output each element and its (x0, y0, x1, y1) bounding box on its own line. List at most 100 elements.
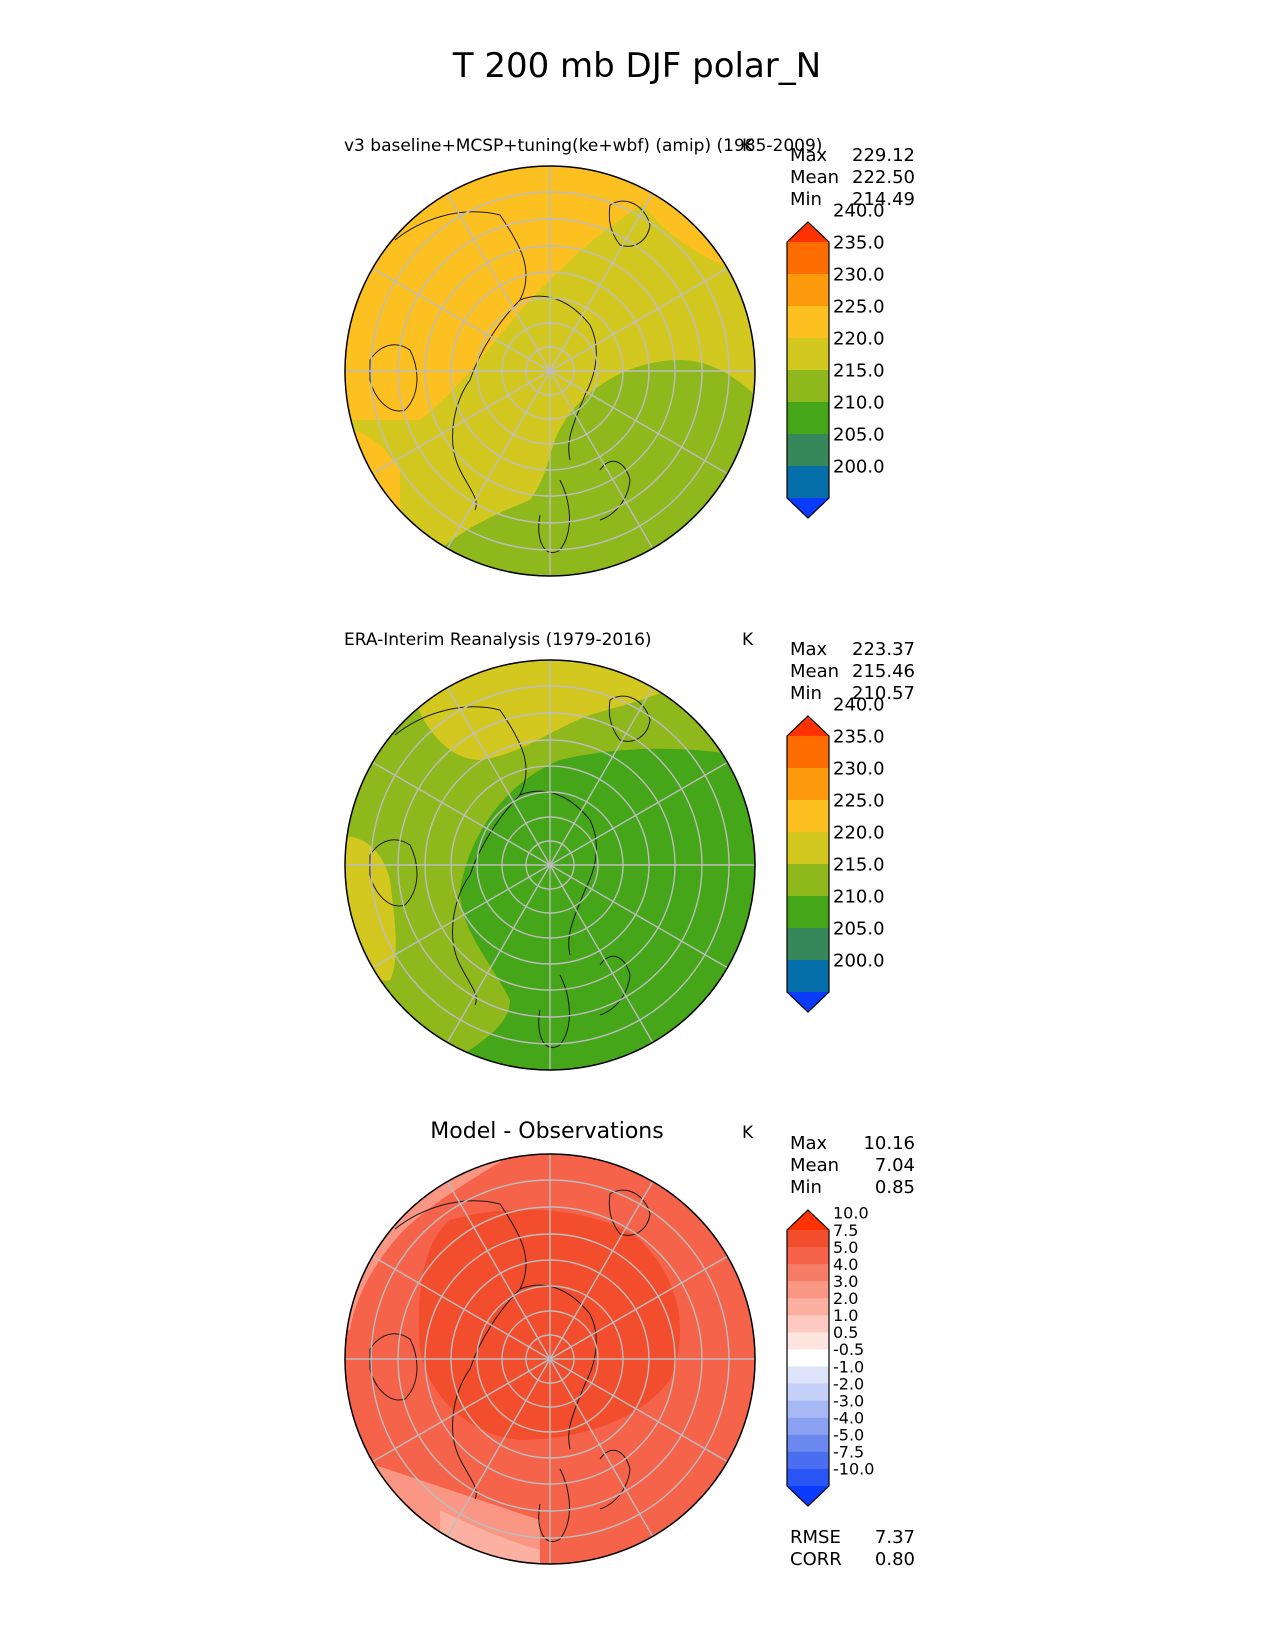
stat-min-value: 0.85 (875, 1177, 915, 1198)
stat-mean-label: Mean (790, 661, 839, 682)
colorbar-over-extension (787, 222, 829, 242)
stat-max-value: 223.37 (852, 639, 915, 660)
colorbar-bin (787, 832, 829, 865)
colorbar-tick-label: -4.0 (833, 1408, 864, 1427)
colorbar-under-extension (787, 1486, 829, 1506)
colorbar-tick-label: 225.0 (833, 790, 885, 811)
panel-model: v3 baseline+MCSP+tuning(ke+wbf) (amip) (… (344, 136, 915, 577)
colorbar-bin (787, 370, 829, 403)
coastlines-diff (369, 1189, 651, 1542)
colorbar-bin (787, 1298, 829, 1316)
colorbar-tick-label: -10.0 (833, 1460, 874, 1479)
stat-max-label: Max (790, 1133, 828, 1154)
colorbar-tick-label: 230.0 (833, 758, 885, 779)
colorbar-outline (786, 221, 830, 519)
colorbar-tick-label: 220.0 (833, 822, 885, 843)
colorbar-tick-label: 240.0 (833, 200, 885, 221)
stat-max-label: Max (790, 639, 828, 660)
rmse-value: 7.37 (875, 1527, 915, 1548)
rmse-label: RMSE (790, 1527, 841, 1548)
stat-mean-label: Mean (790, 1155, 839, 1176)
map-region-cool (420, 748, 755, 1070)
colorbar-outline (786, 715, 830, 1013)
colorbar-over-extension (787, 1210, 829, 1230)
polar-map-diff (345, 1154, 755, 1564)
colorbar-bin (787, 864, 829, 897)
stat-mean-value: 222.50 (852, 167, 915, 188)
panel-obs-title: ERA-Interim Reanalysis (1979-2016) (344, 630, 652, 650)
colorbar-bin (787, 1315, 829, 1333)
map-region-warm (415, 660, 700, 760)
map-border (344, 659, 756, 1071)
stat-min-label: Min (790, 189, 822, 210)
colorbar-tick-label: 200.0 (833, 456, 885, 477)
stat-mean-value: 215.46 (852, 661, 915, 682)
colorbar-tick-label: 3.0 (833, 1272, 858, 1291)
colorbar-model: 200.0 205.0 210.0 215.0 220.0 225.0 230.0 235.0… (786, 200, 885, 519)
stat-mean-label: Mean (790, 167, 839, 188)
stat-min-value: 214.49 (852, 189, 915, 210)
colorbar-bin (787, 960, 829, 993)
colorbar-tick-label: -1.0 (833, 1357, 864, 1376)
colorbar-bin (787, 274, 829, 307)
panel-obs-units: K (742, 630, 754, 650)
colorbar-bin (787, 1434, 829, 1453)
colorbar-bin (787, 1264, 829, 1282)
colorbar-bin (787, 928, 829, 961)
colorbar-tick-label: -0.5 (833, 1340, 864, 1359)
colorbar-tick-label: 210.0 (833, 886, 885, 907)
colorbar-diff: -10.0-7.5-5.0-4.0-3.0-2.0-1.0-0.50.51.02… (786, 1204, 874, 1507)
colorbar-tick-label: 4.0 (833, 1255, 858, 1274)
colorbar-tick-label: 215.0 (833, 854, 885, 875)
colorbar-tick-label: 220.0 (833, 328, 885, 349)
colorbar-tick-label: 10.0 (833, 1204, 869, 1223)
figure-title: T 200 mb DJF polar_N (452, 46, 821, 86)
colorbar-bin (787, 1400, 829, 1419)
colorbar-bin (787, 1281, 829, 1299)
colorbar-tick-label: 225.0 (833, 296, 885, 317)
colorbar-bin (787, 242, 829, 275)
colorbar-over-extension (787, 716, 829, 736)
colorbar-under-extension (787, 992, 829, 1012)
colorbar-outline (786, 1209, 830, 1507)
stat-min-label: Min (790, 683, 822, 704)
panel-diff-units: K (742, 1123, 754, 1143)
colorbar-bin (787, 306, 829, 339)
corr-label: CORR (790, 1549, 842, 1570)
colorbar-obs: 200.0 205.0 210.0 215.0 220.0 225.0 230.0 235.0… (786, 694, 885, 1013)
panel-model-title: v3 baseline+MCSP+tuning(ke+wbf) (amip) (… (344, 136, 822, 156)
panel-obs: ERA-Interim Reanalysis (1979-2016) K Max… (344, 630, 915, 1071)
colorbar-tick-label: 230.0 (833, 264, 885, 285)
colorbar-bin (787, 1383, 829, 1402)
colorbar-tick-label: 240.0 (833, 694, 885, 715)
colorbar-bin (787, 896, 829, 929)
map-border (344, 1153, 756, 1565)
colorbar-bin (787, 1332, 829, 1350)
stat-min-label: Min (790, 1177, 822, 1198)
colorbar-tick-label: 235.0 (833, 726, 885, 747)
stat-max-value: 229.12 (852, 145, 915, 166)
stat-mean-value: 7.04 (875, 1155, 915, 1176)
colorbar-tick-label: 210.0 (833, 392, 885, 413)
colorbar-tick-label: 205.0 (833, 424, 885, 445)
colorbar-tick-label: 235.0 (833, 232, 885, 253)
colorbar-tick-label: 215.0 (833, 360, 885, 381)
colorbar-bin (787, 1468, 829, 1487)
colorbar-bin (787, 1417, 829, 1436)
colorbar-tick-label: -7.5 (833, 1443, 864, 1462)
colorbar-tick-label: 7.5 (833, 1221, 858, 1240)
map-border (344, 165, 756, 577)
stat-max-value: 10.16 (863, 1133, 915, 1154)
colorbar-bin (787, 1230, 829, 1248)
graticule-diff (345, 1154, 755, 1564)
panel-diff-title: Model - Observations (430, 1119, 663, 1144)
colorbar-bin (787, 1366, 829, 1385)
colorbar-under-extension (787, 498, 829, 518)
corr-value: 0.80 (875, 1549, 915, 1570)
colorbar-bin (787, 434, 829, 467)
colorbar-bin (787, 1247, 829, 1265)
colorbar-tick-label: 1.0 (833, 1306, 858, 1325)
map-region-cool (400, 360, 755, 576)
colorbar-tick-label: 2.0 (833, 1289, 858, 1308)
